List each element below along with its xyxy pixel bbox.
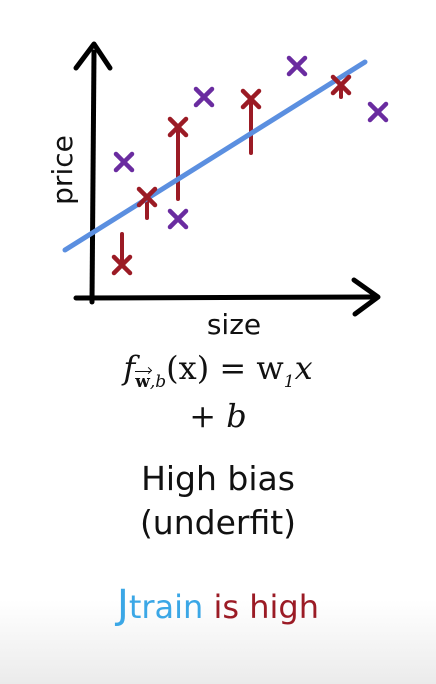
underfit-plot: size price	[46, 41, 389, 340]
model-equation: fw,b(x) = w1x	[0, 352, 436, 391]
data-point-purple-x	[113, 151, 135, 173]
data-point-red-x	[240, 88, 262, 110]
residual-lines	[120, 83, 343, 267]
cost-symbol-J: J	[117, 582, 129, 628]
data-point-purple-x	[286, 55, 308, 77]
underfit-caption: (underfit)	[139, 503, 297, 542]
train-subscript: train	[128, 588, 204, 626]
function-subscript: w,b	[135, 371, 167, 392]
data-point-purple-x	[367, 101, 389, 123]
bias-caption: High bias	[141, 459, 295, 498]
x-axis	[73, 294, 375, 301]
x-axis-arrowhead	[351, 277, 381, 317]
y-axis	[89, 49, 97, 305]
training-points	[111, 55, 389, 276]
axes	[73, 41, 381, 317]
y-axis-arrowhead	[73, 41, 113, 71]
equation-x: x	[294, 349, 313, 387]
data-point-purple-x	[193, 86, 215, 108]
data-point-red-x	[111, 254, 133, 276]
linear-fit-line	[62, 59, 368, 253]
is-high-text: is high	[213, 588, 319, 626]
w-index-subscript: 1	[283, 372, 295, 392]
data-point-red-x	[330, 74, 352, 96]
b-subscript: ,b	[149, 372, 167, 392]
equation-middle: (x) = w	[166, 349, 284, 387]
x-axis-label: size	[207, 308, 261, 340]
data-point-red-x	[167, 116, 189, 138]
function-f: f	[123, 349, 136, 387]
data-point-purple-x	[167, 208, 189, 230]
model-equation-line2: + b	[189, 397, 247, 435]
y-axis-label: price	[46, 135, 79, 205]
data-point-red-x	[136, 186, 158, 208]
jtrain-statement: Jtrain is high	[0, 585, 436, 625]
w-vector-symbol: w	[135, 371, 150, 392]
